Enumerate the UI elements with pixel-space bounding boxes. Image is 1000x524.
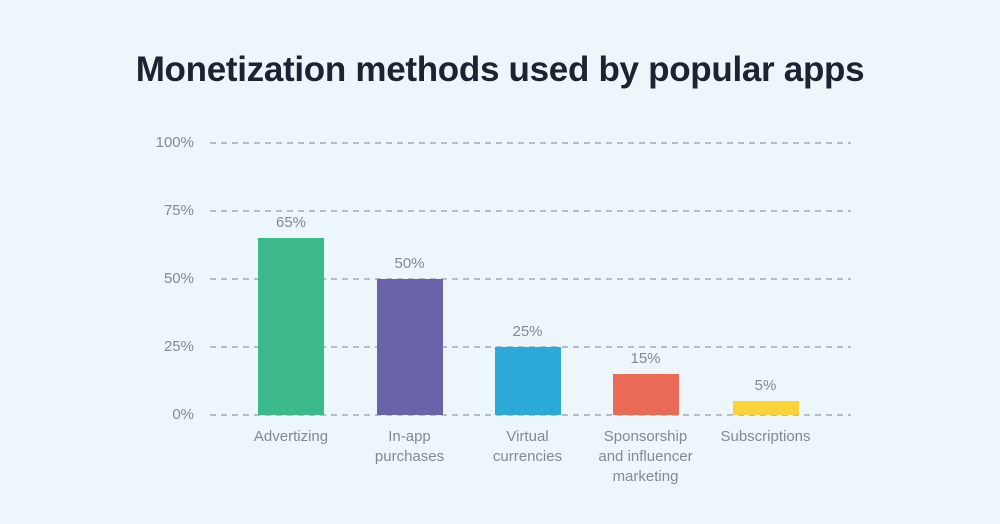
- bar-value-label: 65%: [275, 214, 307, 232]
- y-axis-tick-label: 100%: [155, 134, 194, 151]
- y-axis-tick-label: 75%: [163, 202, 194, 219]
- x-axis-category-label: Advertizing: [253, 428, 329, 445]
- gridline: [210, 414, 851, 416]
- bar-advertizing: [258, 238, 324, 415]
- bar-virtual-currencies: [494, 347, 561, 415]
- y-axis-tick-label: 0%: [172, 406, 194, 423]
- bar-value-label: 50%: [394, 255, 425, 272]
- chart-title: Monetization methods used by popular app…: [135, 50, 865, 89]
- bar-subscriptions: [732, 401, 799, 415]
- bar-value-label: 15%: [630, 350, 661, 368]
- gridline: [210, 278, 851, 280]
- y-axis-tick-label: 50%: [163, 270, 194, 287]
- x-axis-category-label: Virtual currencies: [492, 428, 563, 465]
- bar-value-label: 25%: [512, 323, 543, 340]
- bar-sponsorship-and-influencer-marketing: [612, 374, 679, 415]
- bar-in-app-purchases: [376, 279, 443, 415]
- x-axis-category-label: Sponsorship and influencer marketing: [598, 428, 693, 485]
- x-axis-category-label: Subscriptions: [720, 428, 811, 445]
- plot-area: 0% 25% 50% 75% 100% 65% Advertizing 50% In-app p…: [156, 134, 851, 485]
- y-axis-tick-label: 25%: [163, 338, 194, 355]
- bar-value-label: 5%: [754, 377, 777, 395]
- x-axis-category-label: In-app purchases: [374, 428, 445, 465]
- gridline: [210, 142, 851, 144]
- gridline: [210, 210, 851, 212]
